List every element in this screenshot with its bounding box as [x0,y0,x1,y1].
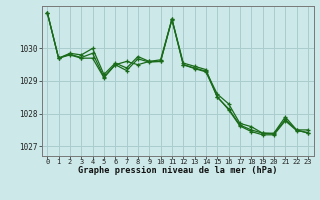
X-axis label: Graphe pression niveau de la mer (hPa): Graphe pression niveau de la mer (hPa) [78,166,277,175]
